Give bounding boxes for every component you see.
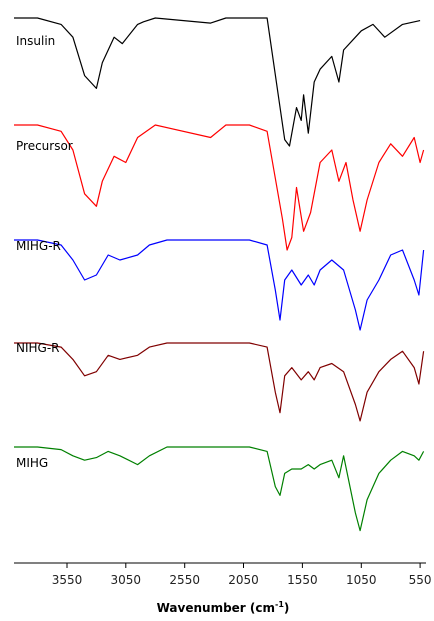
x-axis-label: Wavenumber (cm-1) (157, 600, 290, 615)
x-axis-label-superscript: -1 (275, 600, 284, 609)
series-line-nihg-r (14, 342, 425, 422)
spectra-curves (14, 17, 425, 532)
series-label-mihg: MIHG (16, 456, 48, 470)
series-line-mihg-r (14, 239, 425, 331)
x-axis-label-text: Wavenumber (cm (157, 601, 275, 615)
x-tick-label: 3550 (52, 573, 83, 587)
x-axis-label-close: ) (284, 601, 289, 615)
x-axis-ticks: 3550 3050 2550 2050 1550 1050 550 (52, 563, 432, 587)
x-tick-label: 2050 (228, 573, 259, 587)
series-line-mihg (14, 446, 425, 532)
x-tick-label: 550 (409, 573, 432, 587)
series-label-nihg-r: NIHG-R (16, 341, 60, 355)
x-tick-label: 1050 (346, 573, 377, 587)
x-tick-label: 1550 (287, 573, 318, 587)
series-label-mihg-r: MIHG-R (16, 239, 61, 253)
x-tick-label: 3050 (111, 573, 142, 587)
series-label-insulin: Insulin (16, 34, 55, 48)
series-line-insulin (14, 17, 421, 147)
x-tick-label: 2550 (169, 573, 200, 587)
series-label-precursor: Precursor (16, 139, 73, 153)
series-line-precursor (14, 124, 425, 251)
series-labels: Insulin Precursor MIHG-R NIHG-R MIHG (16, 34, 73, 470)
